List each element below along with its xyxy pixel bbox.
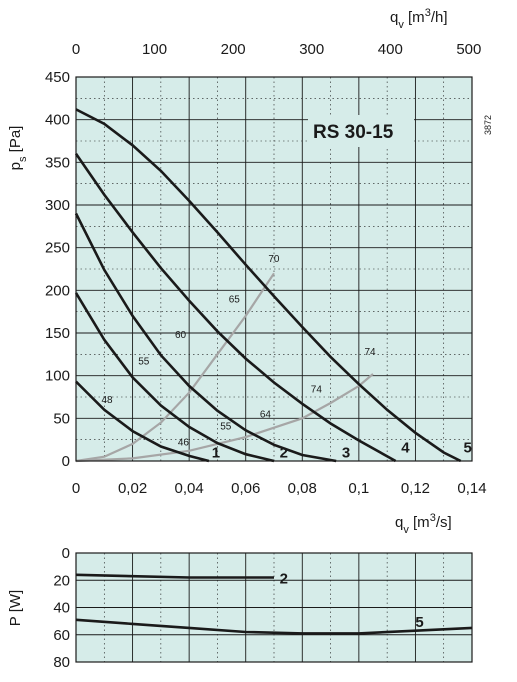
efficiency-annotation: 55 <box>138 357 150 368</box>
y-axis-ticks: 0 50 100 150 200 250 300 350 400 450 <box>45 69 70 470</box>
y-tick-label: 300 <box>45 197 70 214</box>
x-axis-title-top-unit-post: /h] <box>431 9 448 26</box>
y-tick-label: 50 <box>53 410 70 427</box>
x-axis-title-bottom: qv [m3/s] <box>395 512 452 536</box>
power-curve-5 <box>75 618 473 635</box>
efficiency-curve-2 <box>75 373 374 463</box>
x-top-tick-label: 300 <box>299 41 324 58</box>
y-axis-title-sub: s <box>17 156 29 162</box>
y-axis-title-unit: [Pa] <box>7 126 24 157</box>
efficiency-annotation: 46 <box>178 438 190 449</box>
x-tick-label: 0 <box>72 480 80 497</box>
power-y-tick-label: 60 <box>53 627 70 644</box>
model-label-box <box>308 115 414 147</box>
y-tick-label: 250 <box>45 240 70 257</box>
x-top-tick-label: 0 <box>72 41 80 58</box>
power-y-axis-title: P [W] <box>7 590 24 626</box>
efficiency-annotation: 65 <box>229 294 241 305</box>
x-axis-ticks: 0 0,02 0,04 0,06 0,08 0,1 0,12 0,14 <box>72 480 487 497</box>
efficiency-annotations: 48 55 60 65 70 74 74 64 55 46 <box>101 254 376 448</box>
power-y-tick-label: 0 <box>62 545 70 562</box>
x-top-tick-label: 100 <box>142 41 167 58</box>
fan-curve-label-1: 1 <box>212 445 220 462</box>
x-top-tick-label: 500 <box>456 41 481 58</box>
x-top-tick-label: 200 <box>221 41 246 58</box>
efficiency-annotation: 74 <box>311 385 323 396</box>
power-y-tick-label: 80 <box>53 654 70 671</box>
x-axis-title-bottom-unit-sup: 3 <box>430 512 436 524</box>
x-axis-title-top-sub: v <box>398 19 404 31</box>
x-top-axis-ticks: 0 100 200 300 400 500 <box>72 41 482 58</box>
efficiency-curves <box>75 272 374 463</box>
power-curve-label-5: 5 <box>415 614 423 631</box>
y-tick-label: 450 <box>45 69 70 86</box>
fan-curve-label-2: 2 <box>280 445 288 462</box>
power-plot-frame <box>75 552 473 663</box>
main-plot-frame <box>75 76 473 462</box>
x-axis-title-bottom-unit-post: /s] <box>436 514 452 531</box>
x-tick-label: 0,14 <box>457 480 486 497</box>
efficiency-annotation: 74 <box>365 347 377 358</box>
y-tick-label: 150 <box>45 325 70 342</box>
efficiency-annotation: 70 <box>268 254 280 265</box>
efficiency-annotation: 48 <box>101 395 113 406</box>
x-tick-label: 0,08 <box>288 480 317 497</box>
efficiency-annotation: 64 <box>260 409 272 420</box>
x-axis-title-top-unit-sup: 3 <box>425 7 431 19</box>
fan-curve-label-5: 5 <box>464 439 472 456</box>
x-tick-label: 0,02 <box>118 480 147 497</box>
x-tick-label: 0,12 <box>401 480 430 497</box>
efficiency-annotation: 60 <box>175 330 187 341</box>
x-axis-title-bottom-sub: v <box>403 524 409 536</box>
fan-curve-1 <box>75 380 210 463</box>
y-axis-title: ps [Pa] <box>7 126 29 171</box>
x-top-tick-label: 400 <box>378 41 403 58</box>
fan-curve-4 <box>74 153 397 463</box>
power-y-tick-label: 40 <box>53 600 70 617</box>
x-axis-title-top-main: q <box>390 9 398 26</box>
fan-curve-5 <box>75 108 462 463</box>
drawing-code-label: 3872 <box>483 115 493 135</box>
x-axis-title-bottom-unit-pre: [m <box>409 514 430 531</box>
y-tick-label: 350 <box>45 154 70 171</box>
power-y-axis-ticks: 0 20 40 60 80 <box>53 545 70 671</box>
x-tick-label: 0,1 <box>348 480 369 497</box>
fan-curve-label-4: 4 <box>401 439 410 456</box>
fan-curve-2 <box>74 292 275 463</box>
x-tick-label: 0,04 <box>175 480 204 497</box>
x-axis-title-top-unit-pre: [m <box>404 9 425 26</box>
fan-curve-3 <box>74 212 337 463</box>
fan-curves <box>74 108 462 463</box>
y-tick-label: 400 <box>45 112 70 129</box>
y-axis-title-main: p <box>7 162 24 170</box>
power-curve-label-2: 2 <box>280 571 288 588</box>
x-tick-label: 0,06 <box>231 480 260 497</box>
x-axis-title-top: qv [m3/h] <box>390 7 448 31</box>
power-y-tick-label: 20 <box>53 572 70 589</box>
model-label: RS 30-15 <box>313 122 394 143</box>
power-curve-labels: 25 <box>280 571 424 632</box>
power-curves <box>75 573 473 635</box>
x-axis-title-bottom-main: q <box>395 514 403 531</box>
y-tick-label: 0 <box>62 453 70 470</box>
efficiency-annotation: 55 <box>220 421 232 432</box>
power-curve-2 <box>75 573 274 579</box>
y-tick-label: 200 <box>45 282 70 299</box>
fan-curve-label-3: 3 <box>342 445 350 462</box>
y-tick-label: 100 <box>45 368 70 385</box>
fan-curve-labels: 1 2 3 4 5 <box>212 439 472 461</box>
efficiency-curve-1 <box>75 272 275 463</box>
